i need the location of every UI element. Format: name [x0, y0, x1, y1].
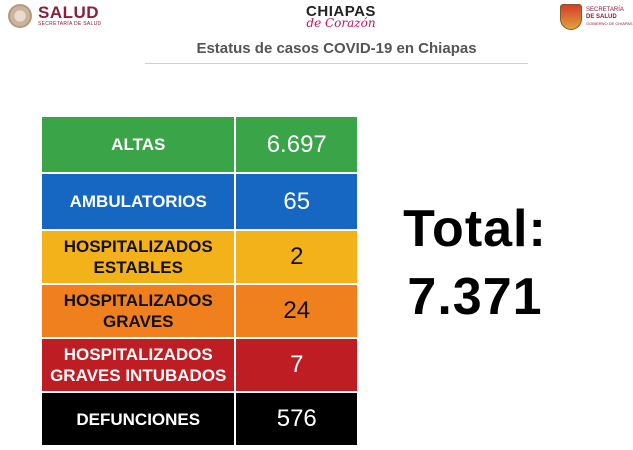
table-row-hospitalizados-graves: HOSPITALIZADOS GRAVES 24 — [39, 283, 359, 339]
row-value: 2 — [234, 229, 359, 285]
row-value: 24 — [234, 283, 359, 339]
status-table: ALTAS 6.697 AMBULATORIOS 65 HOSPITALIZAD… — [39, 115, 359, 447]
row-value: 65 — [234, 172, 359, 231]
row-label: HOSPITALIZADOS GRAVES — [39, 283, 237, 339]
state-health-logo: SECRETARÍA DE SALUD GOBIERNO DE CHIAPAS — [560, 4, 633, 30]
row-label: HOSPITALIZADOS ESTABLES — [39, 229, 237, 285]
total-value: 7.371 — [407, 268, 543, 326]
row-label: DEFUNCIONES — [39, 391, 237, 447]
chiapas-logo: CHIAPAS de Corazón — [296, 4, 386, 30]
state-logo-line1: SECRETARÍA — [586, 7, 624, 13]
state-logo-line2: DE SALUD — [586, 14, 617, 20]
title-divider — [145, 63, 528, 64]
table-row-hospitalizados-estables: HOSPITALIZADOS ESTABLES 2 — [39, 229, 359, 285]
state-shield-icon — [560, 4, 582, 30]
table-row-defunciones: DEFUNCIONES 576 — [39, 391, 359, 447]
header: SALUD SECRETARÍA DE SALUD CHIAPAS de Cor… — [0, 0, 633, 40]
row-value: 7 — [234, 337, 359, 393]
row-label: HOSPITALIZADOS GRAVES INTUBADOS — [39, 337, 237, 393]
row-value: 576 — [234, 391, 359, 447]
state-logo-line3: GOBIERNO DE CHIAPAS — [586, 21, 633, 26]
table-row-ambulatorios: AMBULATORIOS 65 — [39, 172, 359, 231]
salud-logo-subtitle: SECRETARÍA DE SALUD — [38, 21, 102, 27]
row-value: 6.697 — [234, 115, 359, 174]
page-title: Estatus de casos COVID-19 en Chiapas — [196, 40, 477, 57]
salud-logo-name: SALUD — [38, 3, 100, 22]
total-label: Total: — [403, 200, 547, 258]
national-seal-icon — [8, 4, 32, 28]
chiapas-logo-name: CHIAPAS — [306, 3, 376, 20]
row-label: AMBULATORIOS — [39, 172, 237, 231]
salud-logo: SALUD SECRETARÍA DE SALUD — [8, 4, 101, 28]
chiapas-logo-tagline: de Corazón — [306, 16, 376, 30]
row-label: ALTAS — [39, 115, 237, 174]
total-block: Total: 7.371 — [400, 195, 550, 331]
table-row-altas: ALTAS 6.697 — [39, 115, 359, 174]
table-row-hospitalizados-graves-intubados: HOSPITALIZADOS GRAVES INTUBADOS 7 — [39, 337, 359, 393]
